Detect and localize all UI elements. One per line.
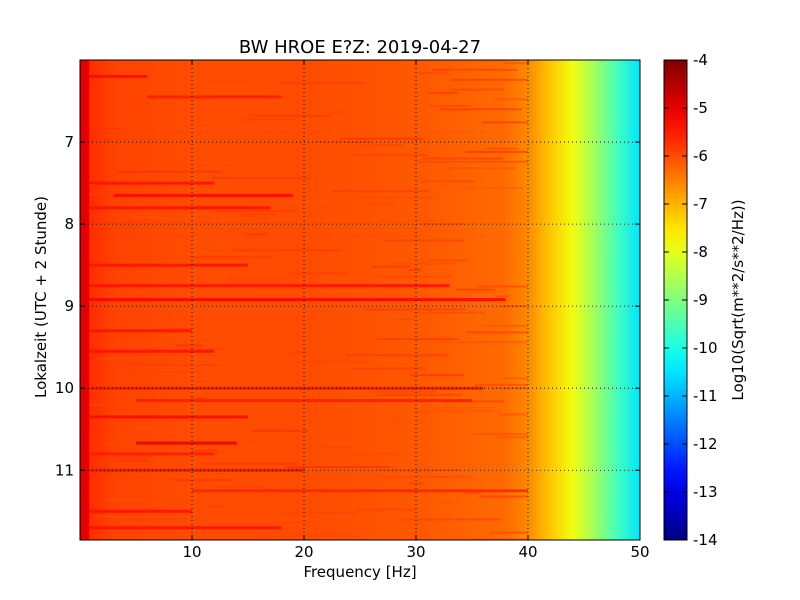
- y-axis-label: Lokalzeit (UTC + 2 Stunde): [32, 196, 50, 398]
- y-tick-label: 11: [55, 461, 74, 479]
- x-tick-label: 30: [406, 543, 425, 561]
- x-tick-label: 50: [630, 543, 649, 561]
- x-tick-label: 20: [294, 543, 313, 561]
- y-tick-label: 10: [55, 379, 74, 397]
- y-tick-label: 9: [64, 297, 74, 315]
- colorbar-tick-label: -9: [693, 291, 708, 309]
- colorbar-tick-label: -10: [693, 339, 718, 357]
- colorbar-tick-label: -14: [693, 531, 718, 549]
- colorbar-tick-label: -11: [693, 387, 718, 405]
- colorbar-tick-label: -4: [693, 51, 708, 69]
- plot-frame: [79, 59, 641, 541]
- plot-area: [79, 59, 641, 541]
- low-frequency-edge: [80, 60, 89, 540]
- colorbar-ticks: -4 -5 -6 -7 -8 -9 -10 -11 -12 -13 -14: [664, 51, 718, 549]
- chart-title: BW HROE E?Z: 2019-04-27: [239, 37, 481, 58]
- colorbar-tick-label: -7: [693, 195, 708, 213]
- colorbar-label: Log10(Sqrt(m**2/s**2/Hz)): [729, 199, 747, 400]
- grid: [80, 60, 640, 540]
- spectrogram-texture: [81, 60, 528, 540]
- x-axis-label: Frequency [Hz]: [303, 563, 416, 581]
- x-tick-label: 40: [518, 543, 537, 561]
- colorbar-tick-label: -6: [693, 147, 708, 165]
- x-tick-label: 10: [182, 543, 201, 561]
- y-tick-label: 7: [64, 133, 74, 151]
- colorbar-tick-label: -8: [693, 243, 708, 261]
- y-axis-ticks: 7 8 9 10 11: [55, 133, 640, 479]
- x-axis-ticks: 10 20 30 40 50: [182, 60, 650, 561]
- colorbar-tick-label: -13: [693, 483, 718, 501]
- colorbar-tick-label: -5: [693, 99, 708, 117]
- colorbar-tick-label: -12: [693, 435, 718, 453]
- y-tick-label: 8: [64, 215, 74, 233]
